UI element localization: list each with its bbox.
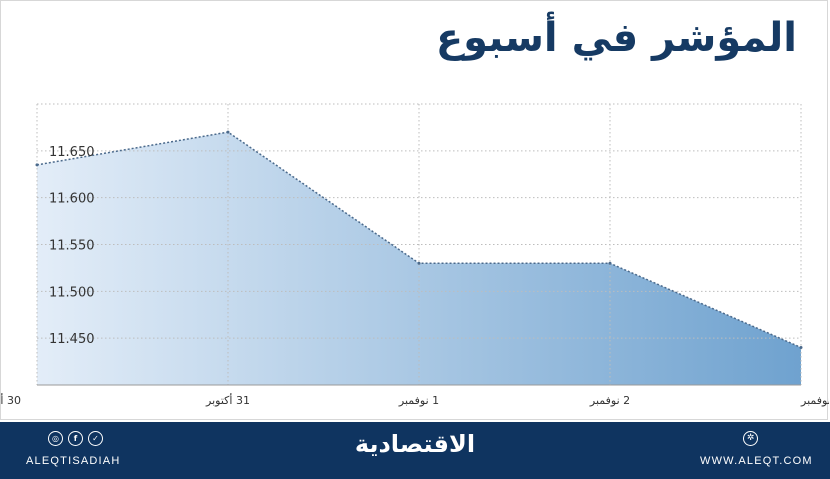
- data-point: [799, 346, 803, 350]
- twitter-icon[interactable]: ✓: [88, 431, 103, 446]
- x-tick-label: 2 نوفمبر: [589, 394, 630, 407]
- social-handle[interactable]: ALEQTISADIAH: [26, 455, 121, 467]
- chart-card: المؤشر في أسبوع 11.450 11.500 11.550 11.600…: [0, 0, 829, 420]
- data-point: [608, 261, 612, 265]
- x-tick-label: 1 نوفمبر: [398, 394, 439, 407]
- footer-bar: ◎ f ✓ ALEQTISADIAH الاقتصادية ✲ WWW.ALEQ…: [0, 422, 830, 479]
- y-tick-label: 11.550: [49, 239, 95, 254]
- data-point: [417, 261, 421, 265]
- y-tick-label: 11.600: [49, 192, 95, 207]
- social-icons: ◎ f ✓: [48, 431, 103, 446]
- area-fill: [37, 132, 801, 385]
- website-link[interactable]: WWW.ALEQT.COM: [700, 455, 813, 467]
- y-tick-label: 11.500: [49, 285, 95, 300]
- brand-logo: الاقتصادية: [354, 430, 476, 458]
- y-tick-label: 11.650: [49, 145, 95, 160]
- x-tick-label: 3 نوفمبر: [800, 394, 829, 407]
- y-tick-label: 11.450: [49, 332, 95, 347]
- chart-title: المؤشر في أسبوع: [435, 15, 797, 61]
- facebook-icon[interactable]: f: [68, 431, 83, 446]
- x-tick-label: 30 أكتوبر: [1, 393, 21, 407]
- area-chart: 11.450 11.500 11.550 11.600 11.650 30 أكتوبر 3…: [1, 103, 829, 407]
- instagram-icon[interactable]: ◎: [48, 431, 63, 446]
- web-icon: ✲: [743, 431, 758, 446]
- x-tick-label: 31 أكتوبر: [205, 393, 250, 407]
- data-point: [35, 163, 39, 167]
- data-point: [226, 130, 230, 134]
